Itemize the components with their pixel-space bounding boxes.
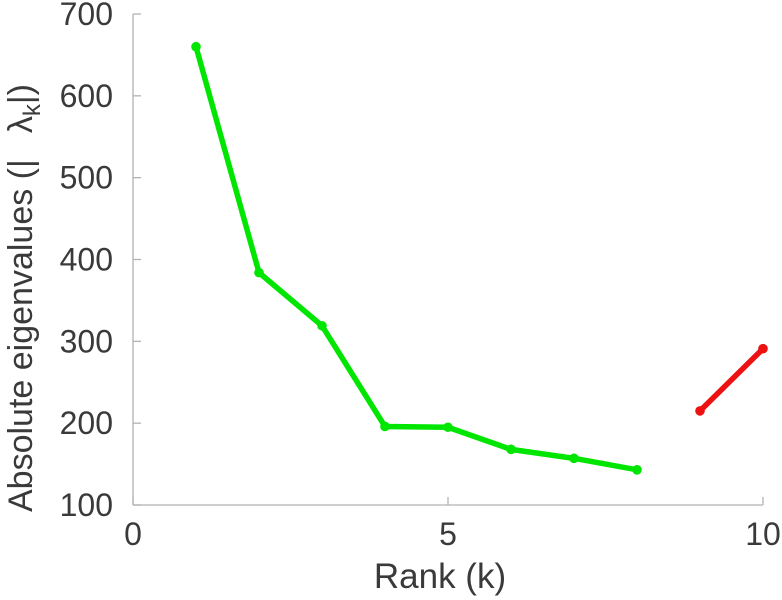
y-tick-label: 600 — [60, 78, 113, 114]
trailing-eigenvalues-line — [697, 345, 766, 414]
lambda-symbol: λ — [2, 116, 40, 134]
lambda-subscript: k — [18, 104, 46, 117]
leading-eigenvalues-point — [632, 465, 642, 475]
x-tick-label: 0 — [124, 516, 142, 552]
leading-eigenvalues-point — [443, 422, 453, 433]
leading-eigenvalues-point — [254, 267, 264, 278]
trailing-eigenvalues-point — [758, 343, 768, 354]
y-tick-label: 500 — [60, 160, 113, 196]
y-axis-label-prefix: Absolute eigenvalues (| — [2, 159, 40, 512]
x-axis-label: Rank (k) — [373, 557, 507, 596]
y-tick-label: 300 — [60, 323, 113, 359]
leading-eigenvalues-point — [380, 421, 390, 432]
y-axis-label-suffix: |) — [2, 84, 40, 105]
x-tick-label: 5 — [439, 516, 457, 552]
y-tick-label: 100 — [60, 487, 113, 523]
leading-eigenvalues-point — [506, 444, 516, 455]
x-tick-label: 10 — [745, 516, 781, 552]
y-tick-label: 200 — [60, 405, 113, 441]
leading-eigenvalues-point — [317, 320, 327, 331]
leading-eigenvalues-line — [193, 43, 640, 473]
y-tick-label: 400 — [60, 242, 113, 278]
y-axis-label: Absolute eigenvalues (| λk|) — [1, 84, 46, 512]
trailing-eigenvalues-point — [695, 406, 705, 416]
y-tick-label: 700 — [60, 0, 113, 32]
leading-eigenvalues-point — [569, 453, 579, 464]
leading-eigenvalues-point — [191, 41, 201, 52]
